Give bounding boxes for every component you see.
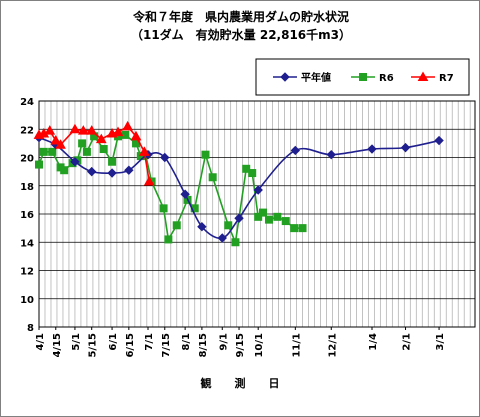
x-tick-label: 7/15: [161, 333, 172, 358]
legend-marker-normal: [280, 72, 290, 82]
x-tick-label: 4/1: [35, 333, 46, 351]
data-point-r6: [99, 145, 108, 154]
y-tick-label: 18: [20, 182, 34, 193]
series-r6: [35, 130, 307, 247]
data-point-r6: [248, 169, 257, 178]
data-point-r6: [254, 212, 263, 221]
legend-marker-r6: [359, 73, 367, 81]
data-point-normal: [234, 213, 244, 223]
x-tick-label: 6/15: [125, 333, 136, 358]
x-axis-label: 観 測 日: [201, 376, 286, 390]
data-point-r6: [48, 147, 57, 156]
y-tick-label: 12: [20, 267, 34, 278]
x-tick-label: 11/1: [291, 333, 302, 358]
x-tick-label: 6/1: [108, 333, 119, 351]
x-tick-label: 4/15: [52, 333, 63, 358]
data-point-r6: [39, 147, 48, 156]
data-point-normal: [107, 168, 117, 178]
data-point-r6: [264, 215, 273, 224]
y-tick-label: 10: [20, 295, 34, 306]
y-tick-label: 22: [20, 125, 34, 136]
data-point-normal: [367, 144, 377, 154]
y-tick-label: 8: [27, 323, 34, 334]
legend: 平年値 R6 R7: [273, 71, 454, 84]
data-point-r7: [122, 120, 133, 131]
x-tick-label: 7/1: [144, 333, 155, 351]
data-point-r6: [208, 173, 217, 182]
data-point-r7: [44, 125, 56, 135]
data-point-r7: [50, 135, 62, 145]
data-point-r6: [281, 217, 290, 226]
data-point-normal: [434, 135, 444, 146]
data-point-normal: [217, 233, 227, 243]
x-tick-label: 5/1: [71, 333, 82, 351]
data-point-normal: [253, 185, 263, 195]
data-point-normal: [124, 165, 134, 175]
y-axis-ticks: 8 10 12 14 16 18 20 22 24: [20, 97, 34, 334]
data-point-normal: [70, 157, 80, 167]
y-tick-label: 14: [20, 238, 34, 249]
y-tick-label: 20: [20, 154, 34, 165]
data-point-r6: [201, 150, 210, 159]
data-point-r6: [290, 224, 299, 233]
series-layer: [33, 120, 444, 247]
data-point-r6: [258, 208, 267, 217]
data-point-r7: [55, 139, 66, 149]
y-tick-label: 16: [20, 210, 34, 221]
data-point-normal: [160, 152, 170, 163]
data-point-normal: [180, 189, 190, 199]
x-tick-label: 10/1: [254, 333, 265, 358]
data-point-r6: [172, 221, 181, 230]
legend-label-r6: R6: [379, 73, 394, 84]
data-point-r7: [77, 125, 89, 135]
data-point-r6: [231, 238, 240, 247]
x-tick-label: 9/15: [235, 333, 246, 358]
data-point-r7: [69, 123, 81, 134]
data-point-r7: [130, 130, 142, 141]
x-tick-label: 8/1: [181, 333, 192, 351]
series-r7: [33, 120, 155, 186]
data-point-normal: [290, 145, 301, 156]
data-point-r6: [121, 130, 130, 139]
legend-marker-r7: [417, 71, 429, 81]
data-point-r7: [112, 126, 124, 137]
data-point-r7: [86, 125, 98, 135]
data-point-r6: [159, 204, 168, 213]
data-point-normal: [326, 149, 336, 160]
data-point-r6: [108, 157, 117, 166]
data-point-r7: [143, 175, 155, 186]
data-point-r7: [139, 146, 150, 156]
data-point-r6: [78, 139, 87, 148]
chart-title: 令和７年度 県内農業用ダムの貯水状況: [132, 9, 349, 24]
data-point-r7: [95, 133, 107, 144]
plot-border: [38, 100, 476, 328]
data-point-r6: [242, 164, 251, 173]
data-point-normal: [400, 142, 411, 153]
y-tick-label: 24: [20, 97, 34, 108]
data-point-r6: [164, 235, 173, 244]
x-tick-label: 1/4: [368, 333, 379, 351]
x-tick-label: 3/1: [435, 333, 446, 351]
data-point-r6: [60, 166, 69, 175]
legend-label-normal: 平年値: [301, 71, 331, 84]
data-point-r6: [273, 212, 282, 221]
data-point-r6: [298, 224, 307, 233]
legend-label-r7: R7: [439, 73, 454, 84]
x-tick-label: 8/15: [198, 333, 209, 358]
x-tick-label: 9/1: [218, 333, 229, 351]
x-axis-ticks: 4/1 4/15 5/1 5/15 6/1 6/15 7/1 7/15 8/1 8/15 9/1 9/…: [35, 327, 446, 358]
data-point-r6: [82, 147, 91, 156]
x-tick-label: 12/1: [327, 333, 338, 358]
series-normal: [34, 133, 444, 243]
chart-subtitle: （11ダム 有効貯水量 22,816千m3）: [131, 27, 351, 42]
x-tick-label: 2/1: [402, 333, 413, 351]
data-point-r6: [35, 160, 43, 169]
data-point-normal: [197, 222, 207, 232]
x-tick-label: 5/15: [88, 333, 99, 358]
data-point-normal: [86, 166, 97, 177]
data-point-r6: [224, 221, 233, 230]
